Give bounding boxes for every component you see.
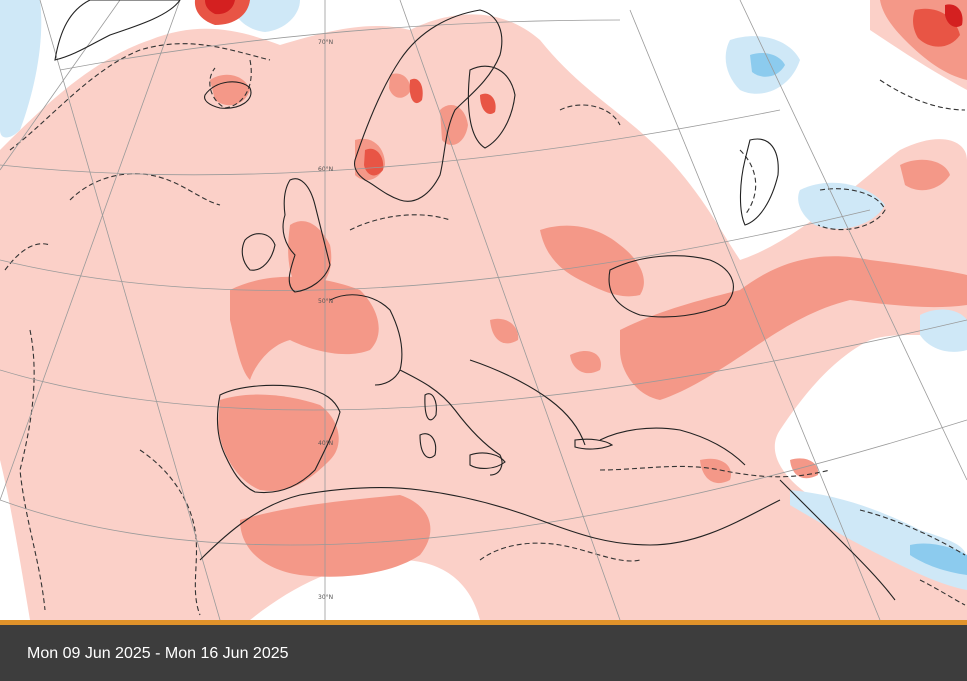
ireland-outline bbox=[241, 233, 276, 271]
scandinavia-outline bbox=[354, 9, 503, 202]
france-italy-coast bbox=[329, 294, 503, 476]
date-range-label: Mon 09 Jun 2025 - Mon 16 Jun 2025 bbox=[27, 645, 289, 662]
coastlines bbox=[54, 0, 896, 601]
finland-outline bbox=[467, 65, 516, 149]
warm-anomaly-strong bbox=[194, 0, 963, 176]
sardinia-corsica bbox=[419, 393, 437, 459]
warm-anomaly-moderate bbox=[210, 0, 967, 577]
lat-label-30: 30°N bbox=[318, 594, 333, 601]
latitude-labels: 70°N 60°N 50°N 40°N 30°N bbox=[318, 39, 333, 601]
lat-label-40: 40°N bbox=[318, 440, 333, 447]
lat-label-70: 70°N bbox=[318, 39, 333, 46]
iceland-outline bbox=[204, 81, 252, 109]
black-sea-outline bbox=[608, 255, 734, 318]
red-sea-coast bbox=[779, 479, 896, 601]
sicily bbox=[469, 452, 506, 469]
lat-label-50: 50°N bbox=[318, 298, 333, 305]
balkans-coast bbox=[469, 359, 586, 446]
greenland-outline bbox=[54, 0, 181, 61]
graticule bbox=[0, 0, 967, 620]
anomaly-map: 70°N 60°N 50°N 40°N 30°N bbox=[0, 0, 967, 620]
crete bbox=[574, 438, 614, 450]
cool-anomaly bbox=[0, 0, 967, 590]
footer-accent-line bbox=[0, 620, 967, 625]
iberia-outline bbox=[216, 384, 341, 494]
map-canvas: 70°N 60°N 50°N 40°N 30°N bbox=[0, 0, 967, 620]
north-africa-coast bbox=[199, 486, 781, 561]
footer-bar: Mon 09 Jun 2025 - Mon 16 Jun 2025 bbox=[0, 625, 967, 681]
caspian-outline bbox=[739, 138, 779, 226]
eastern-med-coast bbox=[599, 427, 746, 466]
britain-outline bbox=[282, 178, 331, 293]
lat-label-60: 60°N bbox=[318, 166, 333, 173]
dashed-contours bbox=[4, 43, 966, 616]
